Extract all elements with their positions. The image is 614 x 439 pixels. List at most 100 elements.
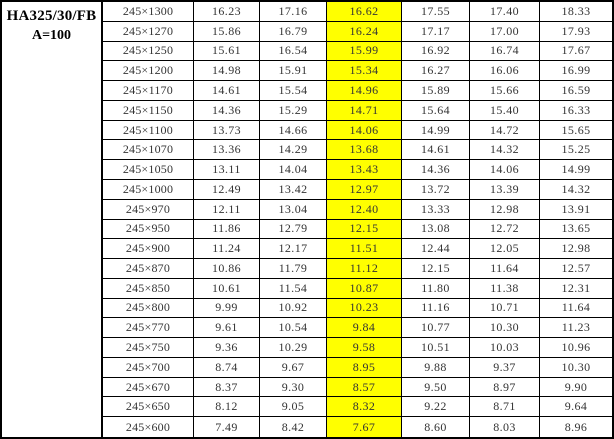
value-cell[interactable]: 11.38 — [470, 278, 540, 299]
value-cell[interactable]: 12.98 — [540, 239, 612, 260]
value-cell[interactable]: 16.59 — [540, 81, 612, 101]
size-cell[interactable]: 245×1270 — [103, 21, 194, 42]
value-cell[interactable]: 9.36 — [194, 338, 260, 358]
value-cell[interactable]: 12.44 — [402, 239, 470, 260]
value-cell[interactable]: 14.36 — [194, 100, 260, 121]
value-cell[interactable]: 13.33 — [402, 199, 470, 220]
size-cell[interactable]: 245×1070 — [103, 140, 194, 161]
value-cell[interactable]: 9.22 — [402, 397, 470, 418]
value-cell[interactable]: 12.17 — [260, 239, 327, 260]
value-cell[interactable]: 8.03 — [470, 417, 540, 437]
value-cell[interactable]: 8.97 — [470, 377, 540, 398]
highlighted-value-cell[interactable]: 12.15 — [327, 219, 402, 240]
highlighted-value-cell[interactable]: 13.43 — [327, 160, 402, 180]
value-cell[interactable]: 17.40 — [470, 2, 540, 22]
size-cell[interactable]: 245×1100 — [103, 120, 194, 141]
value-cell[interactable]: 11.64 — [540, 298, 612, 319]
size-cell[interactable]: 245×600 — [103, 417, 194, 437]
highlighted-value-cell[interactable]: 14.71 — [327, 100, 402, 121]
value-cell[interactable]: 11.16 — [402, 298, 470, 319]
highlighted-value-cell[interactable]: 8.95 — [327, 357, 402, 378]
highlighted-value-cell[interactable]: 11.51 — [327, 239, 402, 260]
value-cell[interactable]: 11.79 — [260, 259, 327, 279]
highlighted-value-cell[interactable]: 11.12 — [327, 259, 402, 279]
value-cell[interactable]: 13.39 — [470, 179, 540, 200]
value-cell[interactable]: 10.51 — [402, 338, 470, 358]
highlighted-value-cell[interactable]: 9.58 — [327, 338, 402, 358]
highlighted-value-cell[interactable]: 10.23 — [327, 298, 402, 319]
value-cell[interactable]: 15.86 — [194, 21, 260, 42]
size-cell[interactable]: 245×1050 — [103, 160, 194, 180]
value-cell[interactable]: 10.03 — [470, 338, 540, 358]
size-cell[interactable]: 245×670 — [103, 377, 194, 398]
value-cell[interactable]: 13.11 — [194, 160, 260, 180]
value-cell[interactable]: 15.89 — [402, 81, 470, 101]
size-cell[interactable]: 245×800 — [103, 298, 194, 319]
value-cell[interactable]: 10.30 — [470, 318, 540, 339]
value-cell[interactable]: 9.50 — [402, 377, 470, 398]
size-cell[interactable]: 245×700 — [103, 357, 194, 378]
value-cell[interactable]: 16.92 — [402, 41, 470, 62]
highlighted-value-cell[interactable]: 14.06 — [327, 120, 402, 141]
size-cell[interactable]: 245×1000 — [103, 179, 194, 200]
size-cell[interactable]: 245×1200 — [103, 61, 194, 82]
value-cell[interactable]: 13.42 — [260, 179, 327, 200]
value-cell[interactable]: 10.54 — [260, 318, 327, 339]
value-cell[interactable]: 13.91 — [540, 199, 612, 220]
value-cell[interactable]: 17.17 — [402, 21, 470, 42]
value-cell[interactable]: 11.23 — [540, 318, 612, 339]
value-cell[interactable]: 16.79 — [260, 21, 327, 42]
value-cell[interactable]: 9.99 — [194, 298, 260, 319]
value-cell[interactable]: 16.54 — [260, 41, 327, 62]
highlighted-value-cell[interactable]: 16.62 — [327, 2, 402, 22]
value-cell[interactable]: 14.98 — [194, 61, 260, 82]
size-cell[interactable]: 245×900 — [103, 239, 194, 260]
value-cell[interactable]: 11.86 — [194, 219, 260, 240]
value-cell[interactable]: 14.04 — [260, 160, 327, 180]
value-cell[interactable]: 15.40 — [470, 100, 540, 121]
value-cell[interactable]: 15.64 — [402, 100, 470, 121]
value-cell[interactable]: 14.99 — [402, 120, 470, 141]
value-cell[interactable]: 16.99 — [540, 61, 612, 82]
value-cell[interactable]: 9.05 — [260, 397, 327, 418]
value-cell[interactable]: 13.04 — [260, 199, 327, 220]
size-cell[interactable]: 245×970 — [103, 199, 194, 220]
value-cell[interactable]: 12.31 — [540, 278, 612, 299]
value-cell[interactable]: 14.32 — [540, 179, 612, 200]
highlighted-value-cell[interactable]: 15.34 — [327, 61, 402, 82]
value-cell[interactable]: 8.71 — [470, 397, 540, 418]
value-cell[interactable]: 13.72 — [402, 179, 470, 200]
value-cell[interactable]: 12.11 — [194, 199, 260, 220]
value-cell[interactable]: 9.30 — [260, 377, 327, 398]
value-cell[interactable]: 8.74 — [194, 357, 260, 378]
size-cell[interactable]: 245×1300 — [103, 2, 194, 22]
value-cell[interactable]: 15.25 — [540, 140, 612, 161]
value-cell[interactable]: 16.33 — [540, 100, 612, 121]
size-cell[interactable]: 245×770 — [103, 318, 194, 339]
highlighted-value-cell[interactable]: 12.97 — [327, 179, 402, 200]
value-cell[interactable]: 10.30 — [540, 357, 612, 378]
highlighted-value-cell[interactable]: 8.32 — [327, 397, 402, 418]
highlighted-value-cell[interactable]: 7.67 — [327, 417, 402, 437]
value-cell[interactable]: 8.96 — [540, 417, 612, 437]
size-cell[interactable]: 245×1250 — [103, 41, 194, 62]
value-cell[interactable]: 14.36 — [402, 160, 470, 180]
size-cell[interactable]: 245×750 — [103, 338, 194, 358]
value-cell[interactable]: 15.54 — [260, 81, 327, 101]
value-cell[interactable]: 14.29 — [260, 140, 327, 161]
value-cell[interactable]: 15.61 — [194, 41, 260, 62]
size-cell[interactable]: 245×1170 — [103, 81, 194, 101]
value-cell[interactable]: 8.42 — [260, 417, 327, 437]
value-cell[interactable]: 10.86 — [194, 259, 260, 279]
value-cell[interactable]: 16.23 — [194, 2, 260, 22]
value-cell[interactable]: 8.37 — [194, 377, 260, 398]
value-cell[interactable]: 13.08 — [402, 219, 470, 240]
value-cell[interactable]: 16.74 — [470, 41, 540, 62]
value-cell[interactable]: 12.15 — [402, 259, 470, 279]
value-cell[interactable]: 15.66 — [470, 81, 540, 101]
value-cell[interactable]: 14.61 — [194, 81, 260, 101]
size-cell[interactable]: 245×870 — [103, 259, 194, 279]
highlighted-value-cell[interactable]: 8.57 — [327, 377, 402, 398]
value-cell[interactable]: 13.36 — [194, 140, 260, 161]
value-cell[interactable]: 16.06 — [470, 61, 540, 82]
